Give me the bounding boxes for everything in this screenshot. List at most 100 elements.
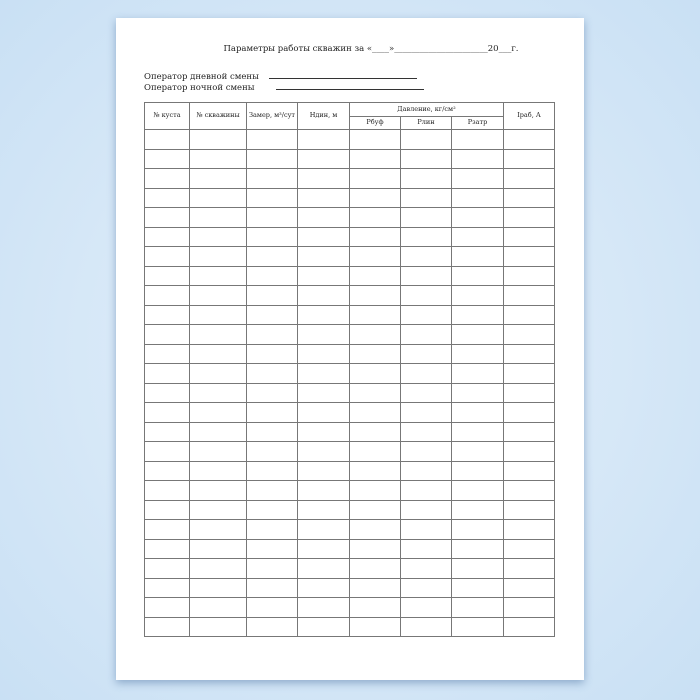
table-cell <box>246 499 298 520</box>
table-cell <box>400 597 452 618</box>
table-cell <box>400 324 452 345</box>
table-cell <box>349 519 401 540</box>
table-cell <box>400 265 452 286</box>
table-cell <box>246 187 298 208</box>
table-cell <box>503 441 555 462</box>
table-row <box>144 499 555 520</box>
table-cell <box>503 421 555 442</box>
table-cell <box>189 129 247 150</box>
table-row <box>144 343 555 364</box>
table-cell <box>503 460 555 481</box>
table-cell <box>349 558 401 579</box>
table-row <box>144 480 555 501</box>
operator-night-line <box>275 81 424 90</box>
table-cell <box>451 148 504 169</box>
table-cell <box>246 519 298 540</box>
table-cell <box>189 558 247 579</box>
table-cell <box>503 616 555 637</box>
table-cell <box>189 382 247 403</box>
table-cell <box>400 382 452 403</box>
table-cell <box>246 304 298 325</box>
table-cell <box>400 402 452 423</box>
table-cell <box>246 421 298 442</box>
header-p-buf: Рбуф <box>349 116 401 130</box>
table-cell <box>246 343 298 364</box>
table-cell <box>189 460 247 481</box>
table-cell <box>189 538 247 559</box>
table-cell <box>297 265 350 286</box>
table-cell <box>246 460 298 481</box>
table-cell <box>246 382 298 403</box>
table-cell <box>503 148 555 169</box>
table-cell <box>297 246 350 267</box>
table-cell <box>349 187 401 208</box>
table-cell <box>451 441 504 462</box>
header-measure: Замер, м³/сут <box>246 102 298 130</box>
table-cell <box>246 577 298 598</box>
table-cell <box>503 265 555 286</box>
table-cell <box>189 207 247 228</box>
table-cell <box>144 304 190 325</box>
table-cell <box>144 421 190 442</box>
table-cell <box>297 538 350 559</box>
table-cell <box>297 363 350 384</box>
table-cell <box>400 226 452 247</box>
header-bush-no: № куста <box>144 102 190 130</box>
table-cell <box>349 441 401 462</box>
document-title: Параметры работы скважин за «____»______… <box>223 44 519 54</box>
table-cell <box>246 616 298 637</box>
operator-night-label: Оператор ночной смены <box>144 83 255 93</box>
table-cell <box>451 577 504 598</box>
operator-day-line <box>268 70 417 79</box>
table-cell <box>400 168 452 189</box>
table-cell <box>144 246 190 267</box>
table-cell <box>297 616 350 637</box>
table-row <box>144 246 555 267</box>
table-cell <box>144 538 190 559</box>
header-h-dyn: Ндин, м <box>297 102 350 130</box>
table-cell <box>451 285 504 306</box>
table-cell <box>349 226 401 247</box>
table-cell <box>246 129 298 150</box>
table-cell <box>246 480 298 501</box>
table-cell <box>349 499 401 520</box>
table-cell <box>189 421 247 442</box>
table-row <box>144 597 555 618</box>
table-cell <box>144 148 190 169</box>
table-cell <box>503 285 555 306</box>
table-cell <box>144 363 190 384</box>
table-cell <box>349 597 401 618</box>
table-cell <box>297 577 350 598</box>
table-cell <box>297 207 350 228</box>
table-cell <box>349 421 401 442</box>
table-cell <box>189 324 247 345</box>
table-cell <box>144 226 190 247</box>
table-row <box>144 226 555 247</box>
table-cell <box>189 597 247 618</box>
table-cell <box>451 129 504 150</box>
table-cell <box>297 304 350 325</box>
table-cell <box>451 343 504 364</box>
table-cell <box>400 148 452 169</box>
table-cell <box>349 148 401 169</box>
table-cell <box>246 441 298 462</box>
table-cell <box>400 207 452 228</box>
table-cell <box>189 577 247 598</box>
table-cell <box>246 402 298 423</box>
table-cell <box>144 519 190 540</box>
table-cell <box>451 246 504 267</box>
table-row <box>144 285 555 306</box>
table-cell <box>349 343 401 364</box>
table-cell <box>451 324 504 345</box>
table-cell <box>400 460 452 481</box>
table-cell <box>246 363 298 384</box>
table-cell <box>503 226 555 247</box>
table-cell <box>144 265 190 286</box>
table-cell <box>246 538 298 559</box>
table-cell <box>297 402 350 423</box>
table-cell <box>503 343 555 364</box>
table-cell <box>349 402 401 423</box>
table-cell <box>400 129 452 150</box>
table-cell <box>297 499 350 520</box>
table-cell <box>189 402 247 423</box>
